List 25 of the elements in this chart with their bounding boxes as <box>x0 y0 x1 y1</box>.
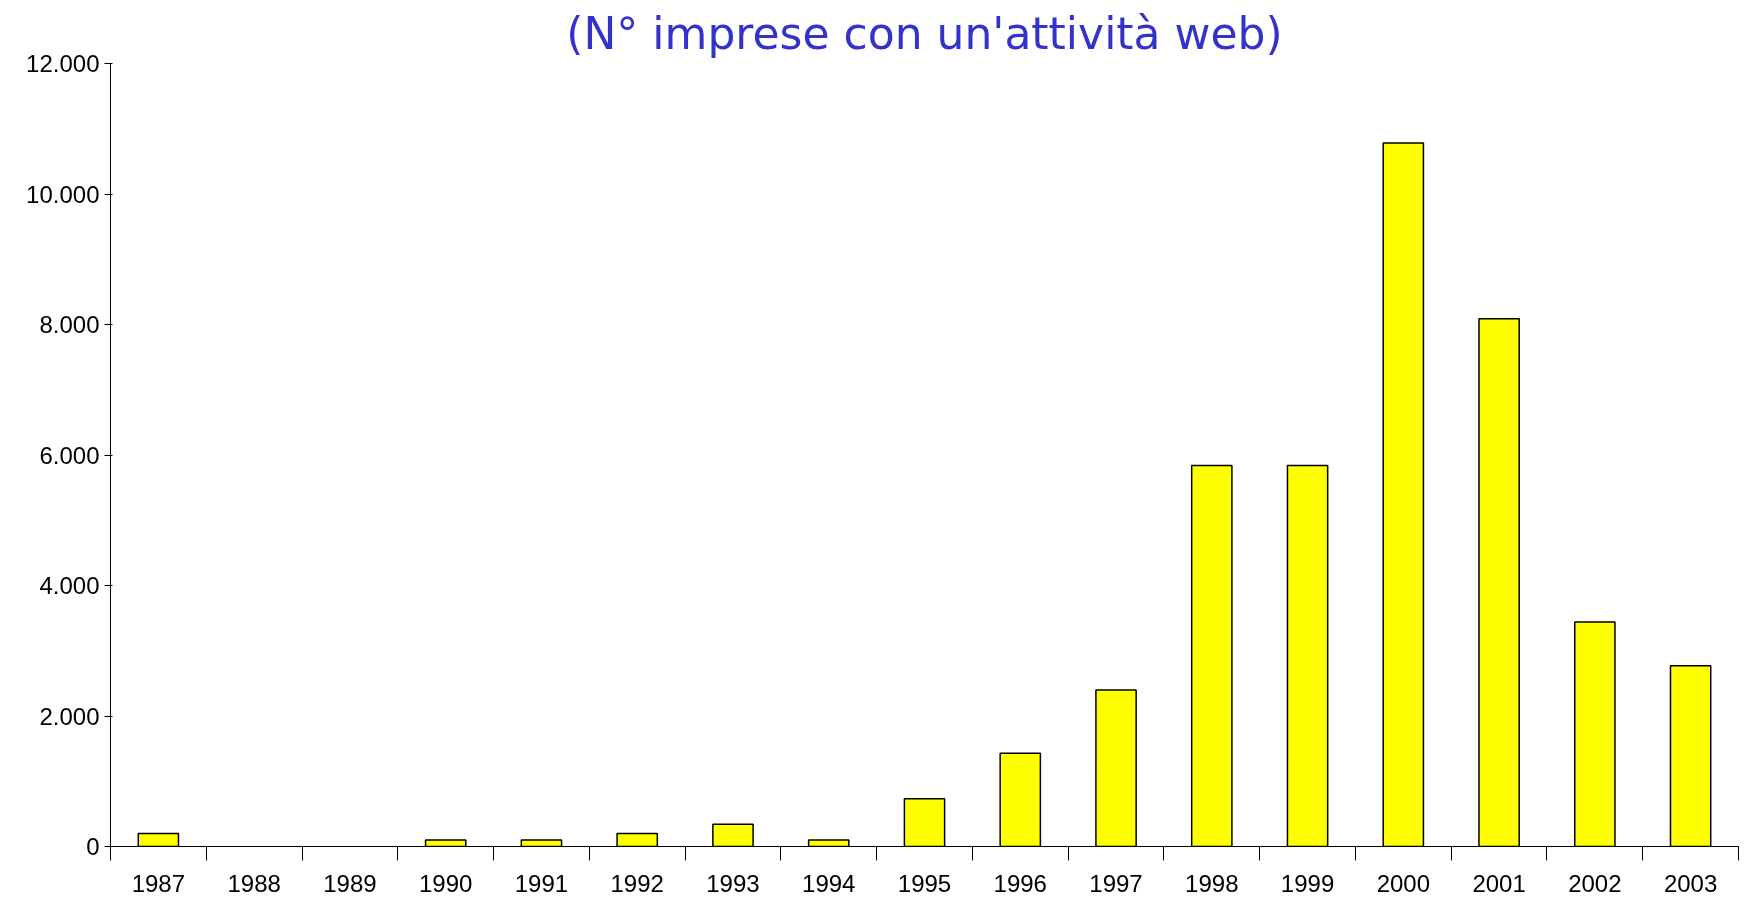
x-tick-label: 1987 <box>131 869 186 897</box>
y-tick-label: 2.000 <box>39 702 100 730</box>
x-tick-label: 1993 <box>706 869 760 897</box>
x-tick-label: 2000 <box>1376 869 1431 897</box>
x-tick-label: 1990 <box>418 869 473 897</box>
y-tick-label: 12.000 <box>26 50 100 77</box>
x-tick-label: 1989 <box>323 869 377 897</box>
x-tick-label: 1991 <box>514 869 569 897</box>
y-tick-label: 10.000 <box>26 180 100 208</box>
y-tick-label: 0 <box>86 833 100 860</box>
y-tick-label: 8.000 <box>39 311 100 338</box>
y-tick-label: 6.000 <box>39 441 100 469</box>
x-tick-label: 1994 <box>802 869 856 897</box>
chart-title: (N° imprese con un'attività web) <box>566 7 1283 59</box>
x-tick-label: 1992 <box>610 869 664 897</box>
x-tick-label: 1988 <box>227 869 281 897</box>
x-tick-label: 2001 <box>1472 869 1526 897</box>
x-tick-label: 2003 <box>1663 869 1718 897</box>
y-tick-label: 4.000 <box>39 572 100 599</box>
x-tick-label: 1998 <box>1185 869 1239 897</box>
x-tick-label: 1999 <box>1280 869 1335 897</box>
x-tick-label: 2002 <box>1568 869 1622 897</box>
x-tick-label: 1996 <box>993 869 1047 897</box>
x-tick-label: 1997 <box>1089 869 1143 897</box>
x-tick-label: 1995 <box>897 869 952 897</box>
